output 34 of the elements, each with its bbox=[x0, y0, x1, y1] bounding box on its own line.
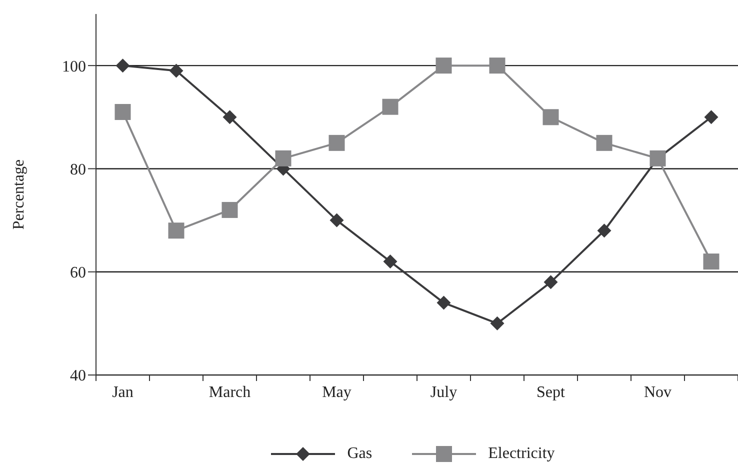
point bbox=[383, 254, 398, 269]
point bbox=[222, 202, 238, 218]
x-tick-label: March bbox=[208, 384, 251, 401]
x-tick-label: May bbox=[322, 384, 352, 401]
point bbox=[436, 296, 451, 310]
point bbox=[703, 254, 720, 270]
point bbox=[436, 58, 452, 74]
point bbox=[222, 110, 237, 124]
point bbox=[490, 316, 504, 330]
point bbox=[168, 222, 184, 239]
point bbox=[597, 224, 612, 238]
y-tick-label: 80 bbox=[70, 161, 86, 178]
point bbox=[704, 110, 718, 124]
y-tick-label: 40 bbox=[70, 368, 86, 385]
point bbox=[114, 104, 131, 120]
x-tick-label: Jan bbox=[112, 384, 134, 401]
point bbox=[544, 275, 558, 290]
x-tick-label: July bbox=[430, 384, 458, 401]
x-tick-label: Sept bbox=[536, 384, 566, 401]
point bbox=[382, 98, 398, 115]
point bbox=[330, 213, 344, 228]
point bbox=[169, 64, 184, 78]
x-tick-label: Nov bbox=[644, 384, 672, 401]
y-axis-title: Percentage bbox=[10, 159, 28, 230]
legend-label: Electricity bbox=[488, 445, 555, 463]
point bbox=[489, 58, 506, 74]
point bbox=[116, 58, 130, 73]
point bbox=[275, 150, 292, 166]
legend-label: Gas bbox=[347, 445, 372, 463]
point bbox=[328, 134, 345, 151]
y-tick-label: 100 bbox=[62, 58, 86, 76]
point bbox=[542, 109, 559, 126]
point bbox=[596, 134, 612, 151]
y-tick-label: 60 bbox=[70, 264, 86, 282]
